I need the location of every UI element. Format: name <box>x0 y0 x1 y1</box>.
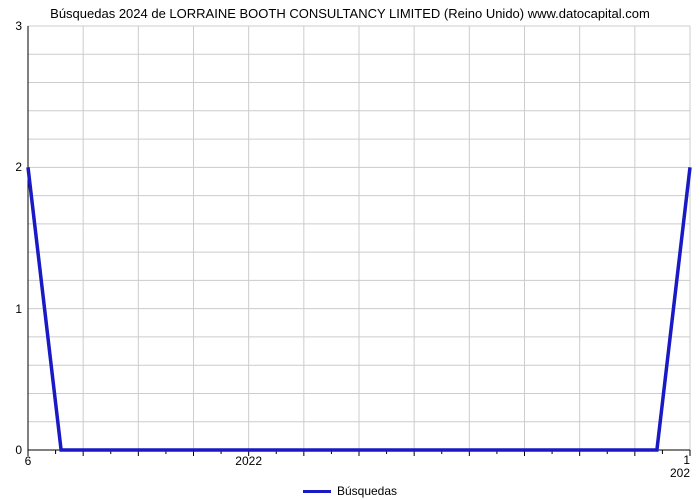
chart-title: Búsquedas 2024 de LORRAINE BOOTH CONSULT… <box>0 6 700 21</box>
x-center-label: 2022 <box>235 454 262 468</box>
y-tick-label: 0 <box>15 443 22 457</box>
legend-swatch <box>303 490 331 493</box>
chart-container: Búsquedas 2024 de LORRAINE BOOTH CONSULT… <box>0 0 700 500</box>
plot-area: 0123620221202 <box>28 26 690 450</box>
y-tick-label: 3 <box>15 19 22 33</box>
plot-svg <box>28 26 690 450</box>
y-tick-label: 1 <box>15 302 22 316</box>
y-tick-label: 2 <box>15 160 22 174</box>
x-bottom-right-label: 1202 <box>670 454 690 480</box>
x-bottom-left-label: 6 <box>25 454 32 468</box>
legend-label: Búsquedas <box>337 484 397 498</box>
legend: Búsquedas <box>0 484 700 498</box>
